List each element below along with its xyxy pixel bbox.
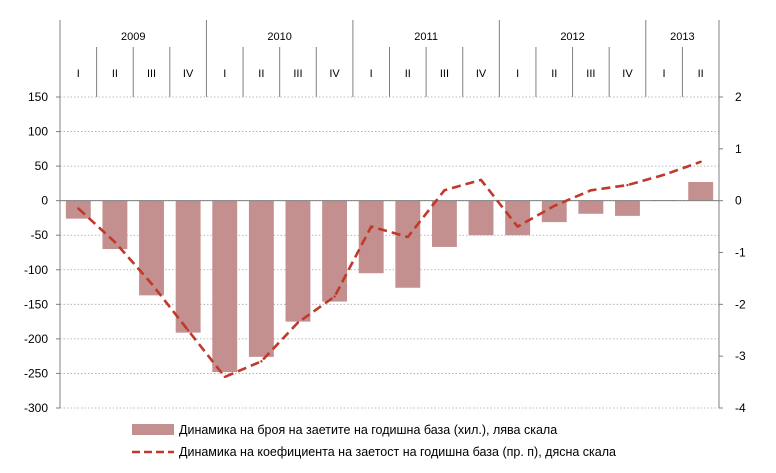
legend-swatch-bar bbox=[132, 424, 174, 435]
y-left-tick-label: -50 bbox=[31, 228, 49, 242]
bar bbox=[431, 200, 457, 247]
quarter-label: I bbox=[370, 68, 373, 80]
line-point bbox=[296, 321, 300, 324]
legend-label-line: Динамика на коефициента на заетост на го… bbox=[179, 445, 616, 459]
quarter-label: III bbox=[293, 68, 302, 80]
bar bbox=[541, 200, 567, 223]
bar-series bbox=[65, 182, 714, 373]
line-point bbox=[186, 329, 190, 332]
line-point bbox=[516, 225, 519, 228]
quarter-label: III bbox=[147, 68, 156, 80]
y-right-tick-label: -3 bbox=[735, 349, 746, 363]
year-label: 2011 bbox=[414, 31, 438, 43]
quarter-label: II bbox=[258, 68, 264, 80]
line-point bbox=[77, 207, 80, 210]
y-right-tick-label: 2 bbox=[735, 90, 742, 104]
line-point bbox=[150, 282, 153, 285]
bar bbox=[615, 200, 640, 216]
bar bbox=[468, 200, 494, 236]
quarter-label: II bbox=[551, 68, 557, 80]
line-point bbox=[406, 235, 410, 239]
year-label: 2012 bbox=[560, 31, 584, 43]
quarter-label: II bbox=[698, 68, 704, 80]
line-point bbox=[699, 160, 702, 163]
y-right-tick-label: 1 bbox=[735, 142, 742, 156]
bar bbox=[322, 200, 348, 302]
line-point bbox=[626, 183, 629, 187]
y-left-tick-label: -200 bbox=[24, 332, 48, 346]
year-label: 2009 bbox=[121, 31, 145, 43]
quarter-label: II bbox=[112, 68, 118, 80]
line-point bbox=[553, 204, 556, 208]
y-right-tick-label: -4 bbox=[735, 401, 746, 415]
quarter-label: IV bbox=[476, 68, 487, 80]
quarter-label: I bbox=[223, 68, 226, 80]
quarter-label: IV bbox=[329, 68, 340, 80]
line-point bbox=[479, 178, 483, 182]
legend: Динамика на броя на заетите на годишна б… bbox=[132, 423, 616, 459]
line-point bbox=[333, 295, 336, 298]
y-left-tick-label: -300 bbox=[24, 401, 48, 415]
bar bbox=[358, 200, 384, 274]
year-label: 2010 bbox=[267, 31, 291, 43]
quarter-label: IV bbox=[622, 68, 633, 80]
y-left-tick-label: 0 bbox=[41, 194, 48, 208]
line-point bbox=[369, 225, 373, 228]
quarter-label: I bbox=[77, 68, 80, 80]
bar bbox=[248, 200, 274, 357]
y-right-tick-label: -2 bbox=[735, 297, 746, 311]
y-left-tick-label: -250 bbox=[24, 366, 48, 380]
line-point bbox=[223, 375, 226, 379]
quarter-label: I bbox=[663, 68, 666, 80]
line-point bbox=[589, 189, 593, 192]
quarter-label: III bbox=[440, 68, 449, 80]
bar bbox=[578, 200, 604, 214]
quarter-label: IV bbox=[183, 68, 194, 80]
line-point bbox=[443, 189, 446, 192]
y-left-tick-label: 150 bbox=[28, 90, 48, 104]
line-point bbox=[113, 240, 117, 244]
bar bbox=[175, 200, 201, 333]
quarter-label: II bbox=[405, 68, 411, 80]
quarter-label: I bbox=[516, 68, 519, 80]
legend-label-bar: Динамика на броя на заетите на годишна б… bbox=[179, 423, 557, 437]
quarter-label: III bbox=[586, 68, 595, 80]
y-left-tick-label: 100 bbox=[28, 125, 48, 139]
line-series-path bbox=[77, 160, 702, 379]
y-right-tick-label: -1 bbox=[735, 246, 746, 260]
bar bbox=[285, 200, 311, 322]
bar bbox=[395, 200, 421, 288]
y-left-tick-label: -150 bbox=[24, 297, 48, 311]
y-left-tick-label: -100 bbox=[24, 263, 48, 277]
bar bbox=[212, 200, 238, 373]
year-label: 2013 bbox=[670, 31, 694, 43]
bar bbox=[505, 200, 531, 236]
line-point bbox=[260, 360, 263, 363]
line-point bbox=[662, 173, 666, 176]
axes: 150 100 50 0 -50 -100 -150 -200 -250 -300 2 1 0 -1 -2 -… bbox=[24, 90, 746, 415]
bar bbox=[688, 182, 714, 201]
y-right-tick-label: 0 bbox=[735, 194, 742, 208]
bar bbox=[139, 200, 164, 296]
y-left-tick-label: 50 bbox=[35, 159, 49, 173]
line-series bbox=[77, 160, 702, 379]
